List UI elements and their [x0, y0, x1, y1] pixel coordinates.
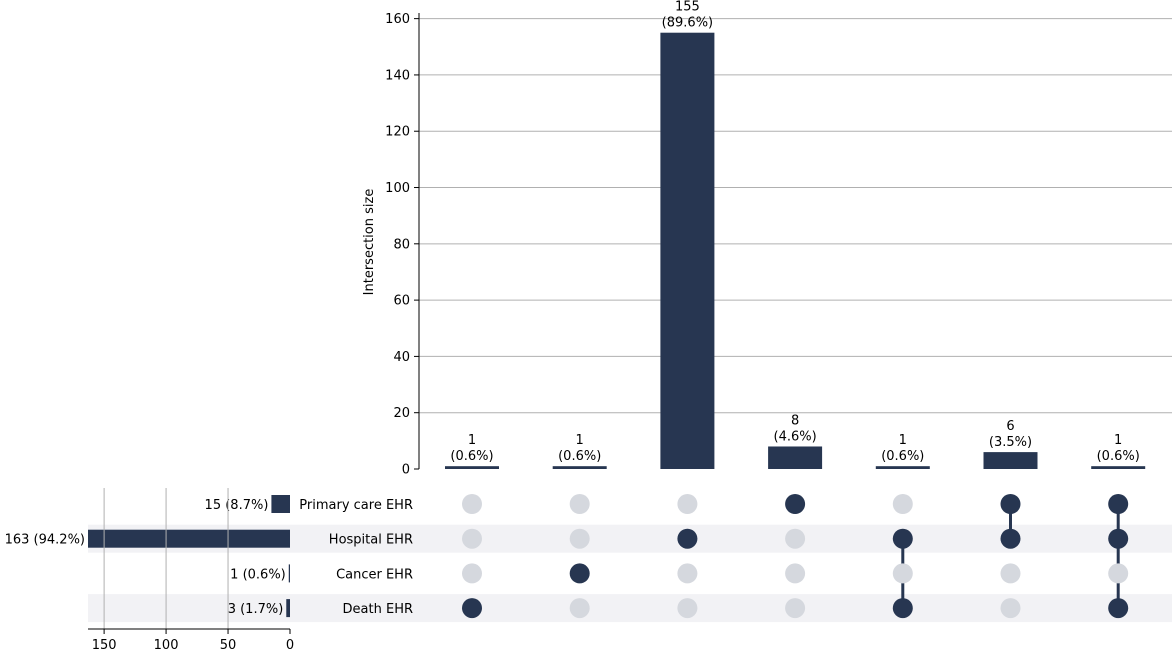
- y-tick-label: 100: [385, 181, 410, 196]
- set-x-tick-label: 150: [92, 638, 117, 652]
- intersection-bar: [445, 466, 499, 469]
- membership-dot-active: [1108, 528, 1129, 549]
- set-x-tick-label: 0: [286, 638, 294, 652]
- membership-dot-active: [1108, 598, 1129, 619]
- membership-dot-active: [1108, 494, 1129, 514]
- membership-dot-inactive: [892, 494, 913, 514]
- membership-dot-inactive: [677, 563, 698, 584]
- set-size-label: 3 (1.7%): [228, 602, 284, 617]
- y-tick-label: 0: [402, 463, 410, 478]
- intersection-bar-labels: 1(0.6%)1(0.6%)155(89.6%)8(4.6%) 1(0.6%)6(…: [450, 0, 1139, 464]
- y-tick-label: 140: [385, 68, 410, 83]
- membership-dot-inactive: [569, 598, 590, 619]
- bar-percent-label: (0.6%): [1097, 449, 1140, 464]
- y-tick-label: 40: [393, 350, 410, 365]
- set-size-label: 163 (94.2%): [5, 533, 85, 548]
- membership-dot-active: [785, 494, 806, 514]
- set-size-axis: 150 100 50 0: [88, 488, 294, 652]
- bar-percent-label: (0.6%): [881, 449, 924, 464]
- y-axis: Intersection size 0 20 40 60 80 100 120 140 160: [362, 12, 420, 478]
- bar-count-label: 1: [576, 433, 584, 448]
- intersection-bar: [660, 32, 715, 469]
- membership-dot-inactive: [462, 494, 482, 514]
- bar-percent-label: (0.6%): [558, 449, 601, 464]
- set-name: Death EHR: [343, 602, 413, 617]
- set-name: Cancer EHR: [336, 567, 413, 582]
- y-tick-label: 160: [385, 12, 410, 27]
- bar-percent-label: (3.5%): [989, 435, 1032, 450]
- membership-dot-active: [677, 528, 698, 549]
- membership-dot-inactive: [785, 528, 806, 549]
- membership-dot-active: [462, 598, 482, 619]
- membership-dot-inactive: [785, 563, 806, 584]
- bar-percent-label: (89.6%): [662, 16, 713, 31]
- membership-dot-inactive: [462, 528, 482, 549]
- set-size-label: 15 (8.7%): [205, 498, 269, 513]
- intersection-bar: [552, 466, 607, 469]
- set-size-bar: [288, 564, 290, 583]
- set-name: Hospital EHR: [329, 533, 413, 548]
- set-size-bar: [271, 495, 290, 513]
- membership-dot-inactive: [569, 494, 590, 514]
- membership-dot-active: [1000, 528, 1021, 549]
- set-size-bars: 15 (8.7%) 163 (94.2%) 1 (0.6%) 3 (1.7%): [5, 495, 290, 618]
- set-size-bar: [286, 599, 290, 618]
- membership-dot-active: [569, 563, 590, 584]
- y-tick-label: 80: [393, 237, 410, 252]
- bar-count-label: 155: [675, 0, 700, 15]
- gridlines: [419, 18, 1172, 414]
- membership-dot-active: [1000, 494, 1021, 514]
- membership-matrix: [462, 494, 1129, 619]
- bar-count-label: 6: [1006, 419, 1014, 434]
- bar-count-label: 1: [899, 433, 907, 448]
- intersection-bar: [875, 466, 930, 469]
- intersection-bar: [983, 452, 1038, 469]
- row-stripe-3: [88, 594, 1172, 623]
- bar-percent-label: (0.6%): [450, 449, 493, 464]
- membership-dot-active: [892, 528, 913, 549]
- set-names: Primary care EHR Hospital EHR Cancer EHR De…: [299, 498, 413, 617]
- y-tick-label: 20: [393, 406, 410, 421]
- set-x-tick-label: 100: [154, 638, 179, 652]
- membership-dot-inactive: [892, 563, 913, 584]
- membership-dot-inactive: [1000, 598, 1021, 619]
- membership-dot-inactive: [569, 528, 590, 549]
- set-x-tick-label: 50: [220, 638, 237, 652]
- bar-percent-label: (4.6%): [774, 429, 817, 444]
- membership-dot-inactive: [1000, 563, 1021, 584]
- membership-dot-inactive: [1108, 563, 1129, 584]
- intersection-bars: [445, 32, 1146, 469]
- matrix-row-stripes: [88, 524, 1172, 623]
- y-tick-label: 120: [385, 125, 410, 140]
- membership-dot-inactive: [462, 563, 482, 584]
- membership-dot-inactive: [677, 494, 698, 514]
- membership-dot-active: [892, 598, 913, 619]
- y-axis-label: Intersection size: [362, 189, 377, 296]
- set-size-label: 1 (0.6%): [230, 567, 286, 582]
- membership-dot-inactive: [785, 598, 806, 619]
- membership-dot-inactive: [677, 598, 698, 619]
- intersection-bar: [768, 446, 823, 469]
- y-tick-label: 60: [393, 294, 410, 309]
- set-name: Primary care EHR: [299, 498, 413, 513]
- bar-count-label: 1: [1114, 433, 1122, 448]
- set-size-bar: [88, 529, 290, 548]
- intersection-bar: [1091, 466, 1146, 469]
- bar-count-label: 8: [791, 413, 799, 428]
- bar-count-label: 1: [468, 433, 476, 448]
